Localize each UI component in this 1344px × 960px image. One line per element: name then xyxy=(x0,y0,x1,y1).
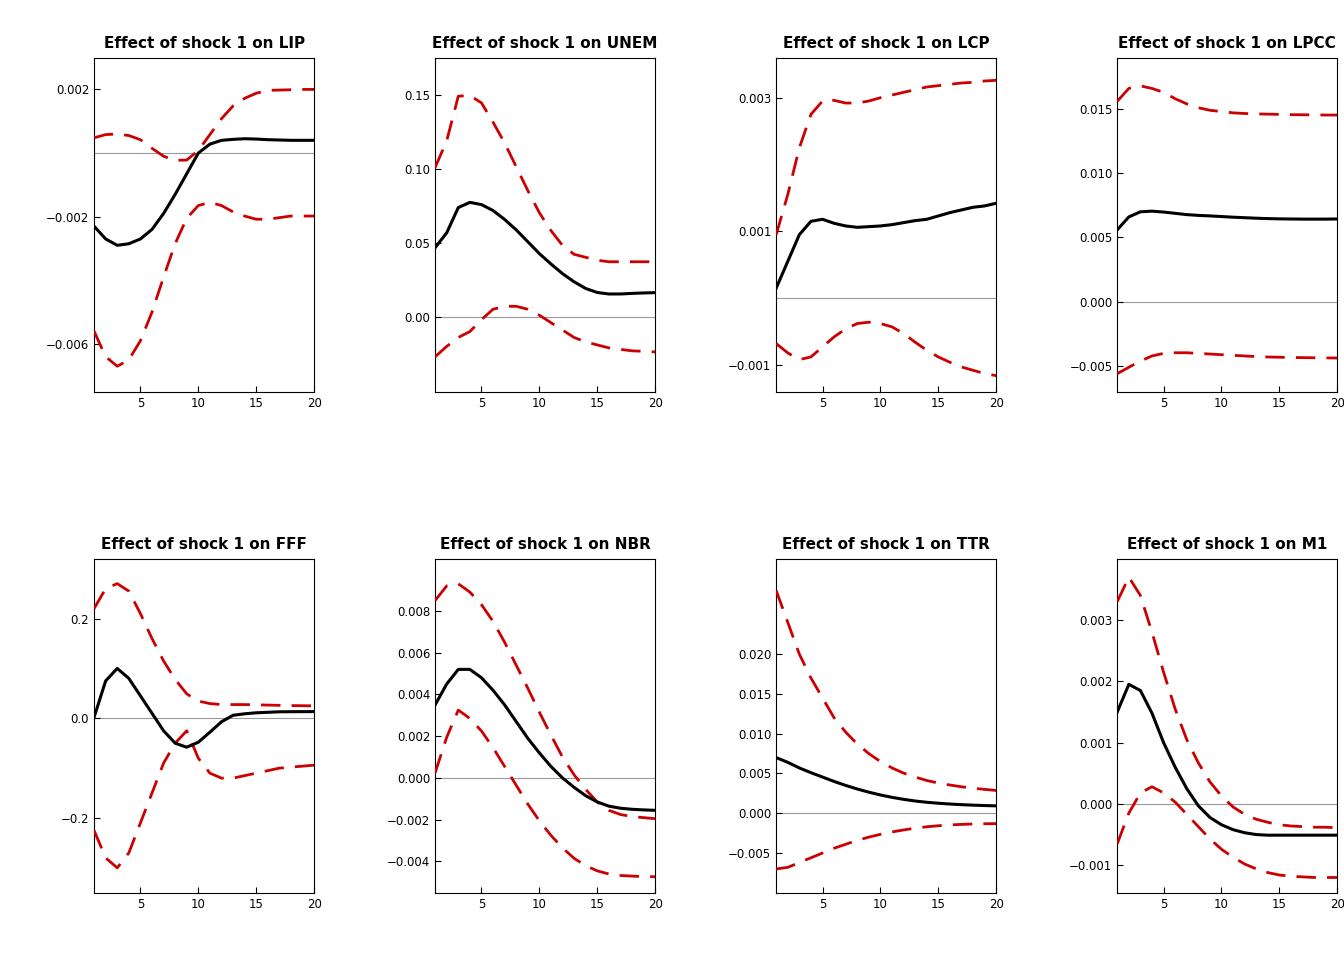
Title: Effect of shock 1 on LPCC: Effect of shock 1 on LPCC xyxy=(1118,36,1336,51)
Title: Effect of shock 1 on TTR: Effect of shock 1 on TTR xyxy=(782,537,991,552)
Title: Effect of shock 1 on NBR: Effect of shock 1 on NBR xyxy=(439,537,650,552)
Title: Effect of shock 1 on LCP: Effect of shock 1 on LCP xyxy=(784,36,989,51)
Title: Effect of shock 1 on M1: Effect of shock 1 on M1 xyxy=(1128,537,1328,552)
Title: Effect of shock 1 on FFF: Effect of shock 1 on FFF xyxy=(101,537,306,552)
Title: Effect of shock 1 on UNEM: Effect of shock 1 on UNEM xyxy=(433,36,657,51)
Title: Effect of shock 1 on LIP: Effect of shock 1 on LIP xyxy=(103,36,305,51)
